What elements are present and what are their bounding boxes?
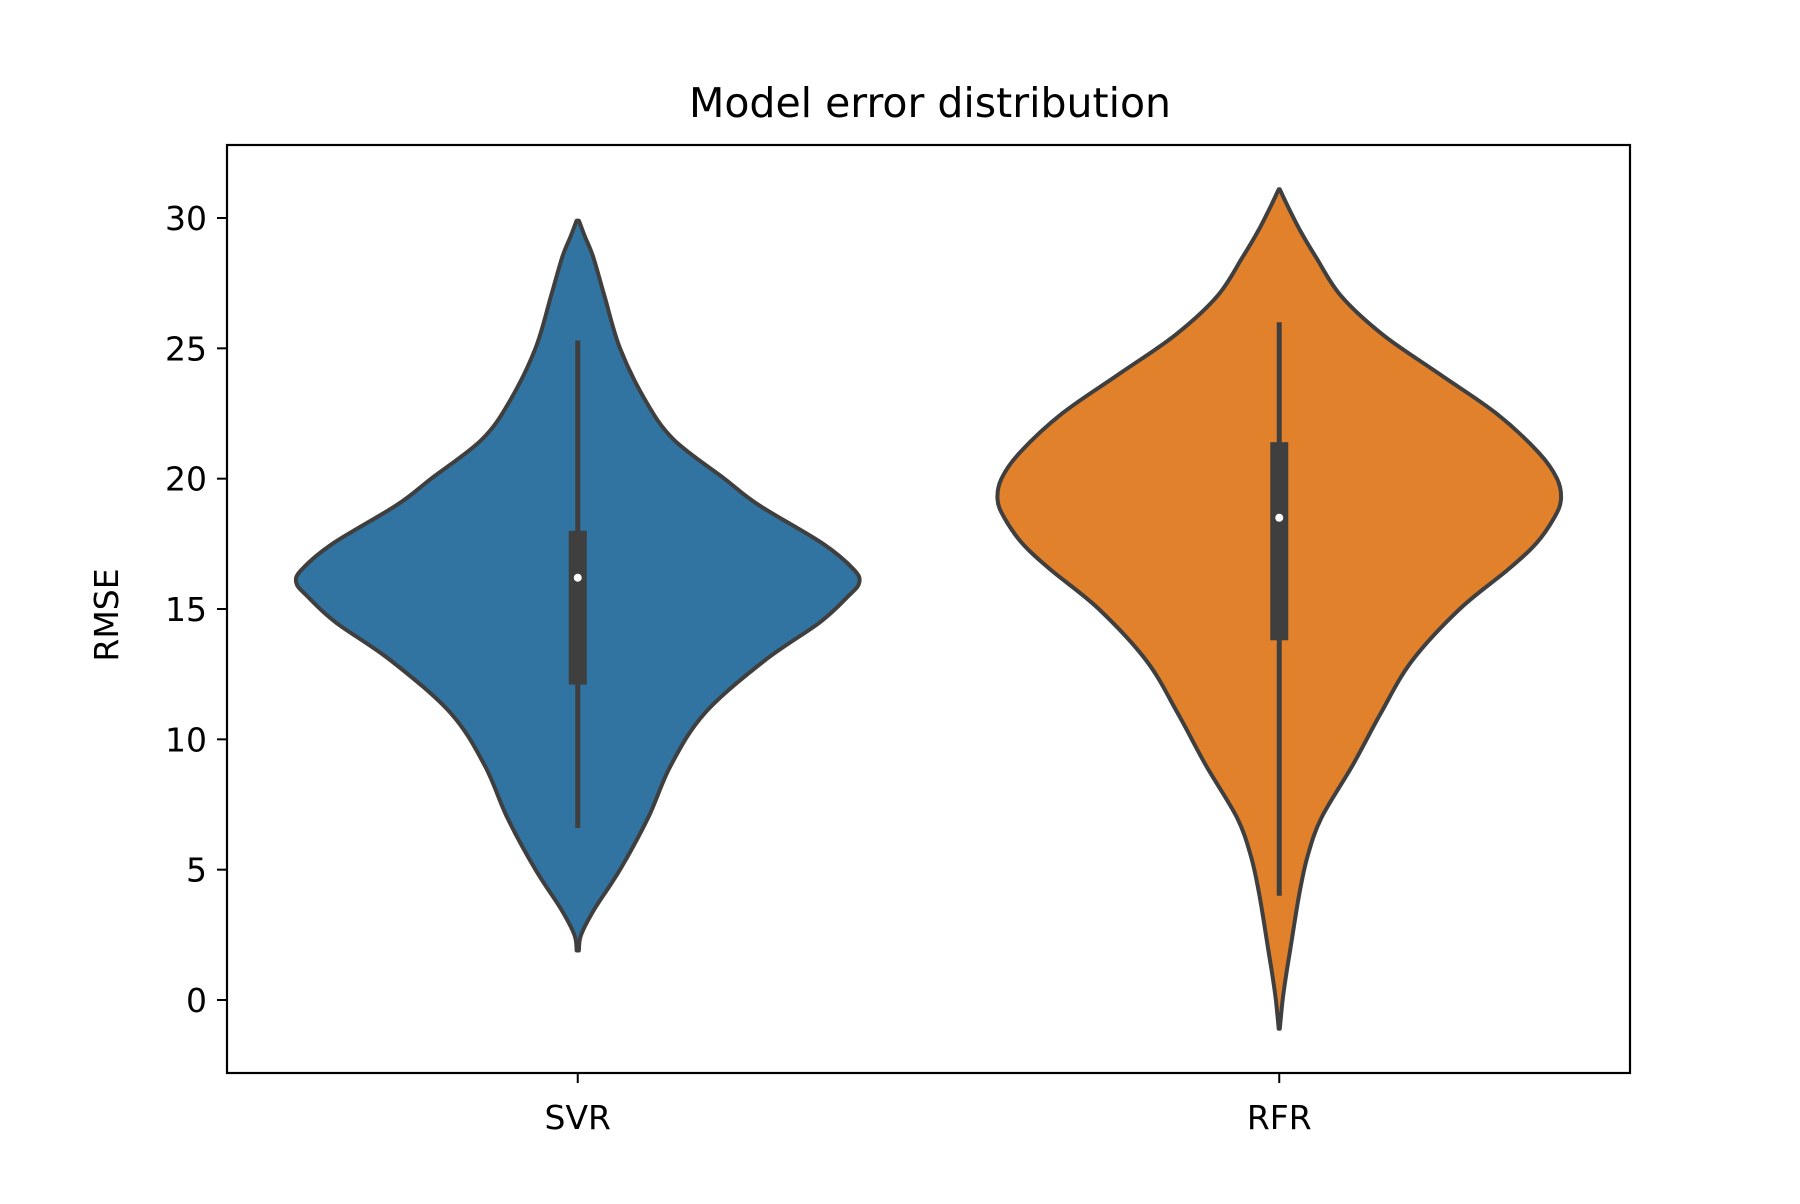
y-tick-label: 10 xyxy=(165,720,207,759)
violin-iqr-box xyxy=(1270,442,1289,641)
y-tick-label: 25 xyxy=(165,329,207,368)
y-tick-label: 30 xyxy=(165,199,207,238)
violin-median-point xyxy=(573,573,582,582)
x-tick-label: RFR xyxy=(1247,1098,1312,1137)
violin-svr xyxy=(293,218,862,953)
y-tick-label: 15 xyxy=(165,590,207,629)
violin-iqr-box xyxy=(568,530,587,685)
violin-rfr xyxy=(995,187,1564,1031)
x-tick-label: SVR xyxy=(545,1098,611,1137)
y-tick-label: 0 xyxy=(186,981,207,1020)
y-axis-label: RMSE xyxy=(87,568,126,661)
y-axis: 0 5 10 15 20 25 30 xyxy=(165,199,227,1020)
plot-frame xyxy=(225,143,1632,1075)
chart-title: Model error distribution xyxy=(689,79,1171,127)
violin-median-point xyxy=(1275,513,1284,522)
x-axis: SVR RFR xyxy=(545,1073,1312,1137)
y-tick-label: 20 xyxy=(165,460,207,499)
violins-layer xyxy=(293,187,1564,1031)
y-tick-label: 5 xyxy=(186,851,207,890)
